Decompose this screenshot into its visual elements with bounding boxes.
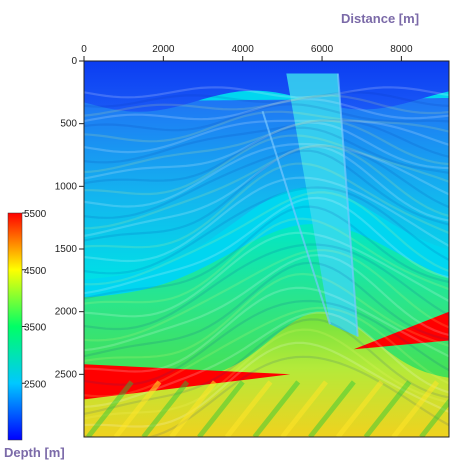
bedding-line [84,97,449,123]
y-tick-label: 2500 [55,369,78,380]
colorbar-gradient [7,212,23,441]
layer-mid-sediments [84,223,449,381]
bedding-line [84,94,449,117]
bedding-line [84,306,449,398]
bedding-line [84,145,449,237]
salt-wedge-left [84,364,291,400]
fault-lines [261,73,359,337]
y-tick-label: 0 [71,56,77,67]
deep-stratum-line [447,432,449,437]
fault-line [261,110,331,325]
bedding-line [84,311,449,408]
y-tick-label: 1000 [55,181,78,192]
bedding-line [84,149,449,242]
deep-stratum-line [335,380,384,437]
salt-wedge-right [353,311,449,350]
bedding-line [84,341,449,428]
bedding-line [84,186,449,275]
x-tick-label: 6000 [311,44,334,55]
bedding-line [84,191,449,286]
layer-water [84,61,449,112]
x-tick-label: 2000 [152,44,175,55]
bedding-line [84,261,449,358]
x-axis: 0 2000 4000 6000 8000 [81,44,413,61]
deep-stratum-line [391,380,440,437]
bedding-line [84,205,449,300]
deep-stratum-line [113,380,162,437]
bedding-line [84,272,449,362]
bedding-line [84,103,449,132]
bedding-line [84,162,449,249]
y-axis-title: Depth [m] [4,445,65,460]
deep-stratum-line [197,380,245,437]
y-tick-label: 500 [60,119,77,130]
bedding-line [84,249,449,342]
fault-line [336,73,359,337]
velocity-layers [84,61,449,437]
bedding-line [84,176,449,263]
deep-stratum-line [280,380,328,437]
colorbar-tick-label: 4500 [24,266,47,277]
deep-stratum-line [169,380,217,437]
colorbar-tick-label: 2500 [24,379,47,390]
bedding-line [84,231,449,318]
y-tick-label: 2000 [55,307,78,318]
bedding-line [84,355,449,437]
bedding-line [84,142,449,208]
bedding-line [84,253,449,352]
bedding-line [84,110,449,143]
bedding-line [84,328,449,420]
bedding-line [84,145,449,219]
bedding-line [84,119,449,164]
colorbar-ticks: 5500 4500 3500 2500 [22,209,47,390]
x-axis-title: Distance [m] [341,11,420,26]
deep-stratum-line [141,380,190,437]
bedding-line [84,299,449,386]
y-axis: 0 500 1000 1500 2000 2500 [55,56,84,380]
bedding-line [84,86,449,99]
colorbar: 5500 4500 3500 2500 [7,209,47,441]
bedding-line [84,126,449,185]
deep-stratum-line [86,380,134,437]
plot-area [84,61,449,437]
deep-stratum-line [419,397,449,437]
bedding-line [84,217,449,305]
x-tick-label: 4000 [232,44,255,55]
bedding-line [84,134,449,196]
bedding-line [84,121,449,180]
deep-stratum-line [308,380,356,437]
bedding-line [84,286,449,373]
bedding-line [84,119,449,174]
bedding-line [84,144,449,230]
x-tick-label: 8000 [390,44,413,55]
layer-shallow-sediments [84,98,449,280]
bedding-lines [84,86,449,437]
y-tick-label: 1500 [55,244,78,255]
colorbar-tick-label: 3500 [24,323,47,334]
bedding-line [84,91,449,108]
fault-block [286,73,358,337]
deep-stratum-line [224,380,273,437]
x-tick-label: 0 [81,44,87,55]
deep-stratum-line [252,380,301,437]
colorbar-tick-label: 5500 [24,209,47,220]
bedding-line [84,196,449,295]
bedding-line [84,243,449,331]
deep-stratum-line [363,380,412,437]
